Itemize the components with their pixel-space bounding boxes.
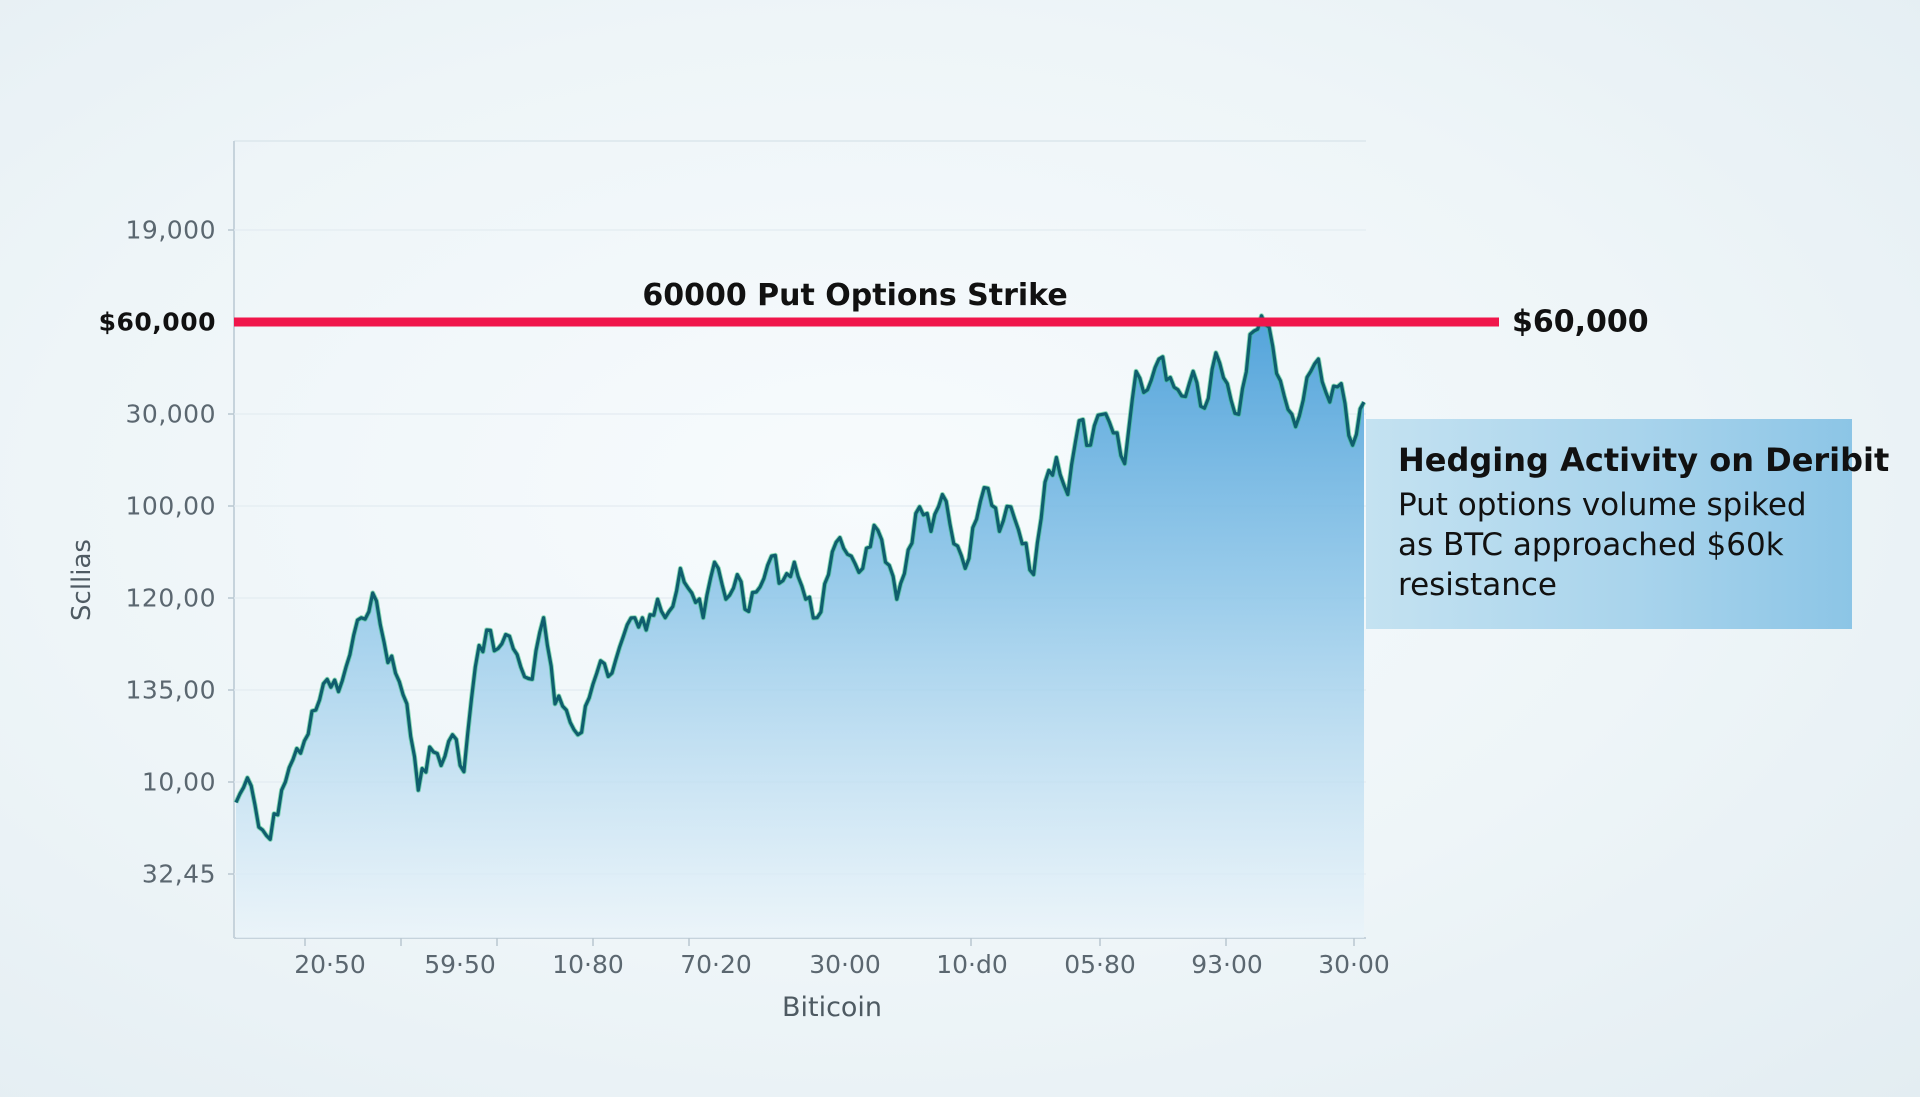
price-area-fill bbox=[236, 315, 1364, 938]
x-tick-label: 30·00 bbox=[809, 950, 881, 979]
y-tick-label: 100,00 bbox=[125, 491, 216, 521]
hedging-annotation-box: Hedging Activity on Deribit Put options … bbox=[1366, 419, 1890, 629]
x-tick-label: 10·80 bbox=[552, 950, 624, 979]
y-tick-label: 135,00 bbox=[125, 675, 216, 705]
y-tick-label: 120,00 bbox=[125, 583, 216, 613]
y-tick-label: 30,000 bbox=[125, 399, 216, 429]
y-tick-label: 19,000 bbox=[125, 215, 216, 245]
x-tick-label: 59·50 bbox=[424, 950, 496, 979]
x-tick-label: 30·00 bbox=[1318, 950, 1390, 979]
y-ticks bbox=[228, 229, 234, 875]
x-ticks bbox=[304, 938, 1355, 946]
y-tick-label: 10,00 bbox=[141, 767, 216, 797]
x-tick-label: 70·20 bbox=[680, 950, 752, 979]
x-tick-label: 05·80 bbox=[1064, 950, 1136, 979]
x-tick-label: 93·00 bbox=[1191, 950, 1263, 979]
strike-line-label: 60000 Put Options Strike bbox=[642, 278, 1068, 313]
x-tick-label: 10·d0 bbox=[936, 950, 1008, 979]
annotation-title: Hedging Activity on Deribit bbox=[1398, 441, 1890, 479]
y-tick-label: 32,45 bbox=[141, 859, 216, 889]
strike-value-label: $60,000 bbox=[1512, 304, 1649, 340]
y-tick-label-strike: $60,000 bbox=[98, 307, 216, 337]
price-line bbox=[234, 314, 1366, 841]
annotation-text: Put options volume spiked as BTC approac… bbox=[1398, 487, 1807, 603]
x-tick-label: 20·50 bbox=[294, 950, 366, 979]
y-axis-title: Scllias bbox=[67, 539, 97, 621]
x-axis-title: Biticoin bbox=[781, 992, 883, 1023]
